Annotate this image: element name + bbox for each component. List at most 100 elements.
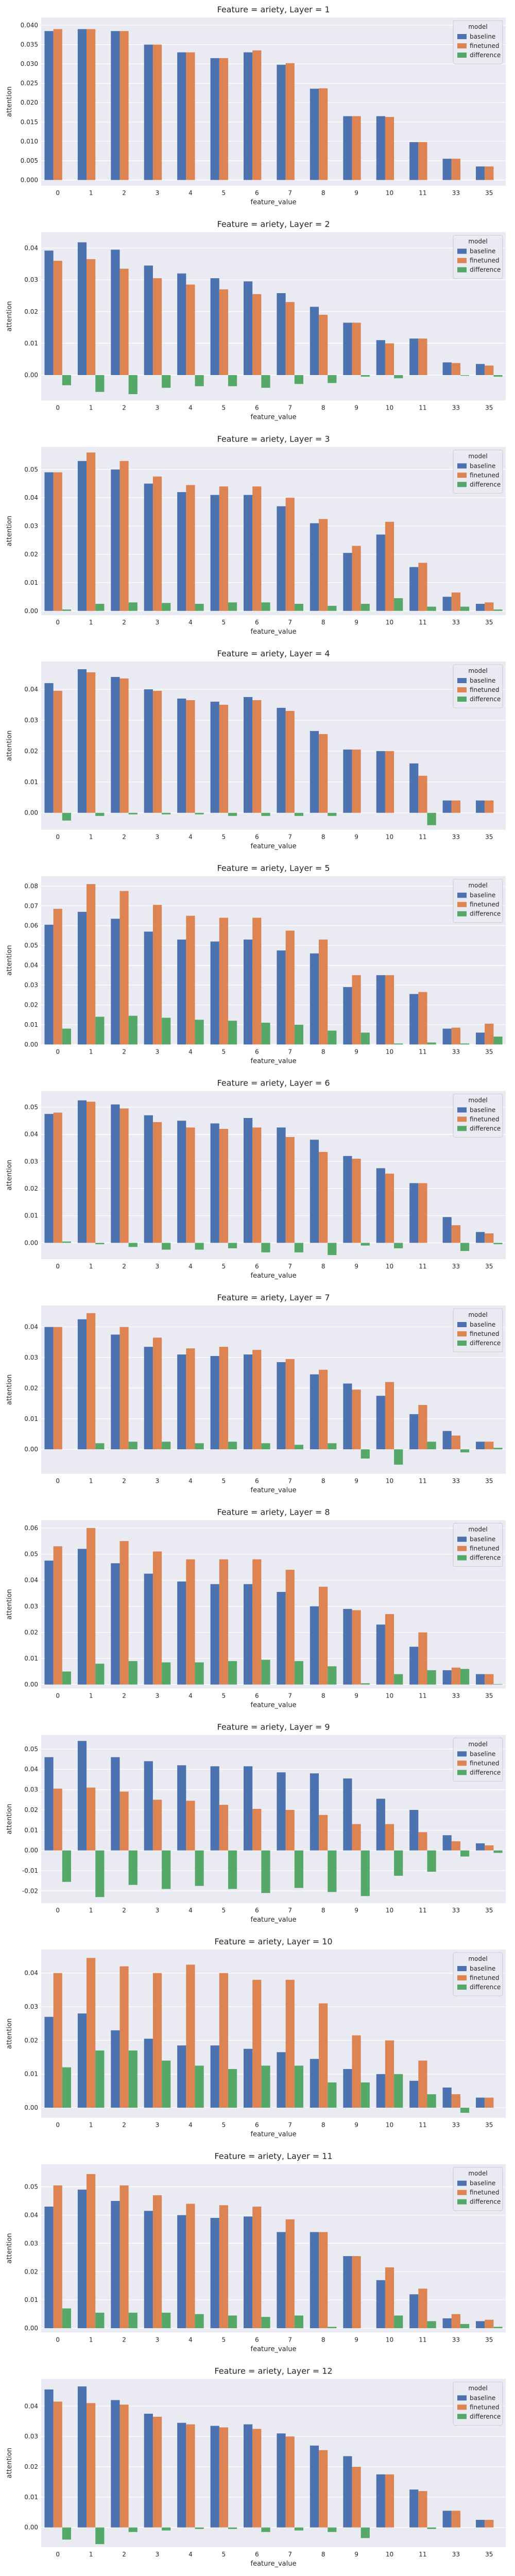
bar-baseline-33 [442,2087,452,2108]
x-axis-label: feature_value [251,1272,297,1280]
x-tick-label: 1 [89,2336,93,2343]
legend: model baseline finetuned difference [453,1308,503,1352]
bar-baseline-7 [277,1362,286,1450]
bar-difference-7 [294,1024,303,1045]
bar-difference-9 [360,1850,370,1896]
bar-finetuned-1 [87,884,96,1045]
y-axis-label: attention [6,301,13,331]
y-tick-label: 0.030 [21,60,38,67]
bar-difference-1 [95,1850,105,1897]
legend-title: model [468,452,487,460]
y-tick-label: 0.04 [24,1577,38,1584]
x-tick-label: 6 [255,834,259,841]
x-tick-label: 33 [452,1263,460,1270]
bar-difference-3 [162,2312,171,2329]
bar-baseline-5 [210,2217,219,2329]
bar-baseline-9 [343,1778,352,1851]
bar-finetuned-0 [53,1112,62,1243]
bar-finetuned-33 [451,363,460,376]
x-tick-label: 5 [222,1263,226,1270]
bar-baseline-2 [111,676,120,813]
x-tick-label: 4 [188,404,193,411]
x-tick-label: 10 [386,2336,393,2343]
bar-finetuned-35 [485,1845,494,1851]
y-tick-label: 0.05 [24,466,38,473]
x-tick-label: 1 [89,2122,93,2129]
bar-difference-6 [261,2317,270,2329]
x-tick-label: 11 [419,834,426,841]
legend: model baseline finetuned difference [453,20,503,64]
bar-difference-4 [195,1243,204,1250]
bar-difference-8 [328,1850,337,1892]
bar-difference-35 [493,375,503,377]
bar-finetuned-33 [451,1435,460,1450]
chart-title: Feature = ariety, Layer = 10 [214,1937,332,1946]
x-tick-label: 11 [419,1048,426,1055]
y-tick-label: 0.06 [24,1524,38,1532]
y-tick-label: 0.02 [24,748,38,755]
bar-baseline-35 [476,2097,485,2108]
legend-label-baseline: baseline [470,1965,495,1972]
y-tick-label: 0.00 [24,2524,38,2531]
bar-difference-11 [427,2527,436,2529]
x-tick-label: 8 [321,1907,325,1914]
bar-finetuned-35 [485,166,494,180]
bar-difference-8 [328,1443,337,1450]
x-tick-label: 35 [485,190,493,197]
x-tick-label: 35 [485,834,493,841]
x-tick-label: 3 [156,1048,160,1055]
bar-baseline-33 [442,1028,452,1045]
bar-baseline-2 [111,1104,120,1243]
bar-baseline-3 [144,483,153,611]
bar-baseline-6 [244,1766,253,1851]
bar-baseline-5 [210,2045,219,2108]
x-tick-label: 10 [386,2551,393,2558]
bar-finetuned-4 [186,485,195,611]
bar-baseline-35 [476,1674,485,1685]
x-axis-label: feature_value [251,1701,297,1709]
bar-baseline-9 [343,2256,352,2329]
chart-title: Feature = ariety, Layer = 2 [217,219,330,229]
bar-finetuned-7 [285,2219,295,2329]
x-tick-label: 10 [386,190,393,197]
bar-difference-10 [394,2074,403,2108]
bar-finetuned-7 [285,302,295,376]
bar-baseline-2 [111,249,120,376]
bar-finetuned-8 [319,1586,328,1685]
bar-difference-9 [360,1243,370,1246]
bar-baseline-35 [476,2321,485,2329]
x-tick-label: 8 [321,2336,325,2343]
bar-difference-7 [294,1445,303,1450]
bar-finetuned-6 [252,2429,262,2528]
chart-panel-layer-8: Feature = ariety, Layer = 8 0.00 0.01 0.02 0… [6,1507,506,1709]
bar-finetuned-33 [451,159,460,180]
y-tick-label: 0.04 [24,1324,38,1331]
x-tick-label: 0 [56,1907,60,1914]
legend-label-difference: difference [470,1125,501,1132]
legend-swatch-difference [457,53,467,58]
bar-baseline-9 [343,2456,352,2528]
x-tick-label: 2 [122,619,126,626]
bar-finetuned-4 [186,1964,195,2108]
bar-difference-33 [460,1669,470,1685]
x-tick-label: 4 [188,1263,193,1270]
bar-baseline-6 [244,1354,253,1450]
bar-baseline-0 [44,683,54,813]
bar-difference-1 [95,1016,105,1045]
bar-finetuned-5 [219,1347,228,1450]
bar-difference-33 [460,2324,470,2329]
bar-difference-2 [128,1442,138,1450]
bar-finetuned-2 [119,31,129,180]
x-tick-label: 1 [89,1907,93,1914]
bar-finetuned-5 [219,289,228,376]
bar-finetuned-5 [219,2205,228,2329]
bar-baseline-1 [77,1741,87,1851]
bar-baseline-11 [409,1647,419,1685]
bar-baseline-10 [376,2474,385,2528]
x-tick-label: 33 [452,1478,460,1485]
legend-title: model [468,1096,487,1104]
y-tick-label: 0.03 [24,1354,38,1361]
bar-finetuned-7 [285,930,295,1045]
y-tick-label: 0.00 [24,1847,38,1854]
x-axis-label: feature_value [251,1487,297,1495]
